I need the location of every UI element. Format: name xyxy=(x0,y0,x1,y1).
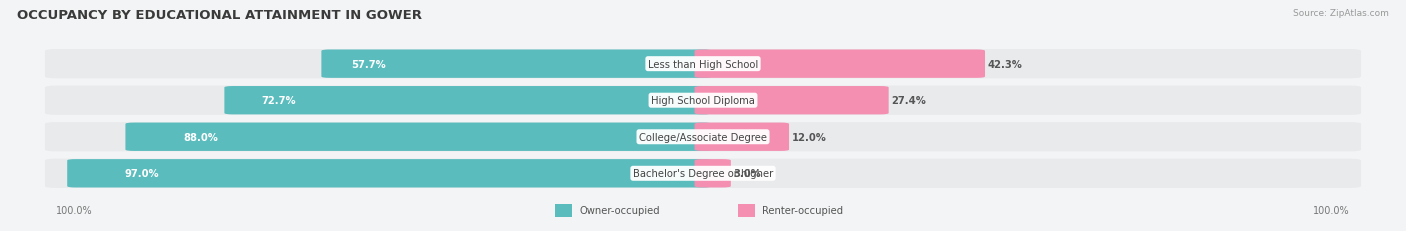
Text: 88.0%: 88.0% xyxy=(183,132,218,142)
FancyBboxPatch shape xyxy=(225,87,711,115)
FancyBboxPatch shape xyxy=(695,123,789,151)
Text: OCCUPANCY BY EDUCATIONAL ATTAINMENT IN GOWER: OCCUPANCY BY EDUCATIONAL ATTAINMENT IN G… xyxy=(17,9,422,22)
FancyBboxPatch shape xyxy=(322,50,711,79)
Text: Source: ZipAtlas.com: Source: ZipAtlas.com xyxy=(1294,9,1389,18)
Text: Owner-occupied: Owner-occupied xyxy=(579,205,659,215)
Text: 57.7%: 57.7% xyxy=(352,59,385,69)
Text: 27.4%: 27.4% xyxy=(891,96,927,106)
Text: 72.7%: 72.7% xyxy=(262,96,295,106)
FancyBboxPatch shape xyxy=(695,159,731,188)
FancyBboxPatch shape xyxy=(695,50,986,79)
Text: Less than High School: Less than High School xyxy=(648,59,758,69)
FancyBboxPatch shape xyxy=(45,50,1361,79)
Text: 100.0%: 100.0% xyxy=(1313,205,1350,215)
FancyBboxPatch shape xyxy=(695,87,889,115)
FancyBboxPatch shape xyxy=(45,159,1361,188)
FancyBboxPatch shape xyxy=(45,86,1361,115)
Text: 97.0%: 97.0% xyxy=(125,169,159,179)
FancyBboxPatch shape xyxy=(67,159,711,188)
FancyBboxPatch shape xyxy=(125,123,711,151)
Text: Renter-occupied: Renter-occupied xyxy=(762,205,844,215)
FancyBboxPatch shape xyxy=(45,123,1361,152)
FancyBboxPatch shape xyxy=(738,204,755,217)
Text: 42.3%: 42.3% xyxy=(988,59,1022,69)
Text: 12.0%: 12.0% xyxy=(792,132,827,142)
Text: High School Diploma: High School Diploma xyxy=(651,96,755,106)
Text: Bachelor's Degree or higher: Bachelor's Degree or higher xyxy=(633,169,773,179)
FancyBboxPatch shape xyxy=(555,204,572,217)
Text: College/Associate Degree: College/Associate Degree xyxy=(638,132,768,142)
Text: 100.0%: 100.0% xyxy=(56,205,93,215)
Text: 3.0%: 3.0% xyxy=(734,169,762,179)
